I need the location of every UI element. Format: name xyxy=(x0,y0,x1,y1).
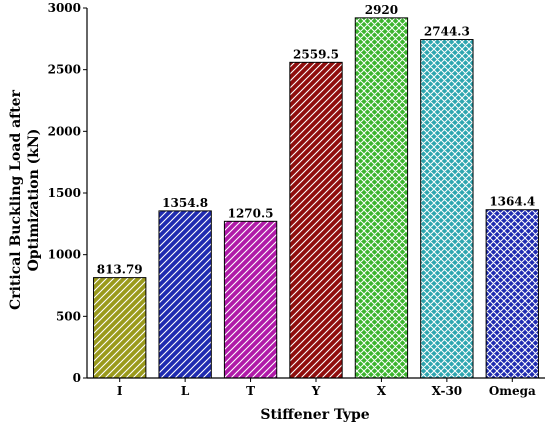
y-axis-title-line-2: Optimization (kN) xyxy=(26,129,42,272)
axes-group xyxy=(83,7,545,382)
x-tick-label-omega: Omega xyxy=(489,384,536,398)
data-label-i: 813.79 xyxy=(97,263,143,277)
y-tick-label-2500: 2500 xyxy=(48,63,81,77)
labels-group: 813.79 I 1354.8 L 1270.5 T 2559.5 Y 2920 X 2744.3 X… xyxy=(48,1,536,398)
x-tick-label-l: L xyxy=(181,384,190,398)
y-tick-label-1500: 1500 xyxy=(48,186,81,200)
y-tick-label-3000: 3000 xyxy=(48,1,81,15)
x-tick-label-i: I xyxy=(117,384,123,398)
bar-i xyxy=(93,277,147,379)
data-label-omega: 1364.4 xyxy=(489,195,535,209)
bar-omega xyxy=(485,209,539,379)
bar-x xyxy=(354,17,409,379)
x-tick-label-y: Y xyxy=(311,384,321,398)
x-tick-label-x: X xyxy=(377,384,387,398)
data-label-l: 1354.8 xyxy=(162,196,208,210)
bar-l xyxy=(158,210,212,379)
bars-group xyxy=(93,17,539,379)
data-label-t: 1270.5 xyxy=(228,206,274,220)
x-axis-title: Stiffener Type xyxy=(260,407,369,423)
y-axis-title-line-1: Critical Buckling Load after xyxy=(8,89,24,310)
bar-y xyxy=(289,61,343,379)
x-tick-label-x-30: X-30 xyxy=(432,384,463,398)
y-tick-label-500: 500 xyxy=(56,309,81,323)
data-label-x-30: 2744.3 xyxy=(424,25,470,39)
data-label-x: 2920 xyxy=(365,3,398,17)
bar-t xyxy=(223,220,278,379)
y-tick-label-0: 0 xyxy=(73,371,81,385)
y-tick-label-2000: 2000 xyxy=(48,124,81,138)
data-label-y: 2559.5 xyxy=(293,47,339,61)
y-tick-label-1000: 1000 xyxy=(48,248,81,262)
bar-x-30 xyxy=(420,39,474,379)
x-tick-label-t: T xyxy=(246,384,255,398)
